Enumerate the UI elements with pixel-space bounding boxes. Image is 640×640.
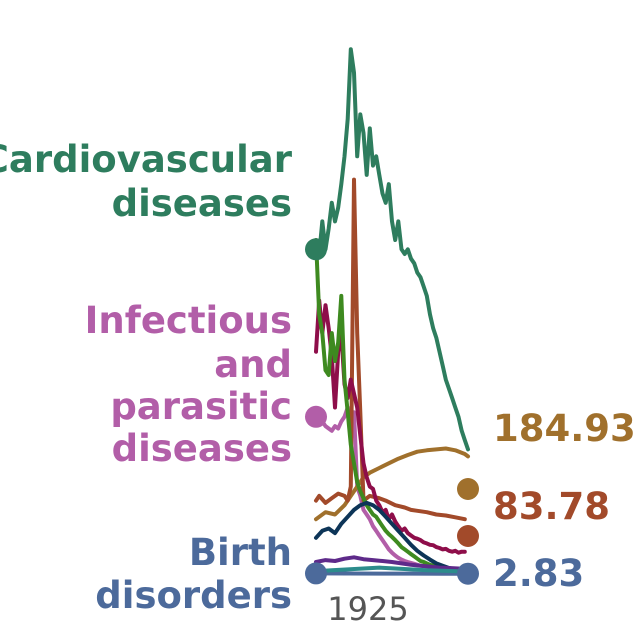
- end-labels: 184.93 83.78 2.83: [493, 407, 636, 595]
- end-dot-2: [457, 562, 479, 585]
- series-line-9: [314, 565, 470, 574]
- start-dot-0: [305, 238, 327, 261]
- label-infectious-line4: diseases: [112, 427, 292, 470]
- end-dot-1: [457, 525, 479, 547]
- left-labels: Cardiovascular diseases Infectious and p…: [0, 138, 293, 617]
- start-dot-1: [305, 405, 327, 428]
- series-line-7: [314, 500, 470, 573]
- series-line-3: [314, 446, 470, 522]
- label-cardiovascular-line1: Cardiovascular: [0, 138, 293, 181]
- end-dot-0: [457, 478, 479, 500]
- x-tick-1925: 1925: [327, 590, 408, 628]
- series-line-0: [314, 47, 470, 452]
- label-birth-line2: disorders: [95, 574, 292, 617]
- series-line-8: [314, 555, 470, 571]
- label-birth-line1: Birth: [189, 531, 292, 574]
- end-label-83: 83.78: [493, 485, 610, 528]
- start-dot-2: [305, 562, 327, 585]
- series-line-4: [314, 177, 467, 522]
- series-line-6: [314, 238, 445, 570]
- series-line-5: [314, 298, 467, 555]
- series-dots: [305, 238, 479, 585]
- label-infectious-line2: and: [214, 343, 292, 386]
- end-label-184: 184.93: [493, 407, 636, 450]
- label-cardiovascular-line2: diseases: [112, 182, 292, 225]
- label-infectious-line3: parasitic: [110, 385, 292, 428]
- series-lines: [314, 47, 470, 576]
- end-label-2: 2.83: [493, 552, 584, 595]
- label-infectious-line1: Infectious: [85, 299, 292, 342]
